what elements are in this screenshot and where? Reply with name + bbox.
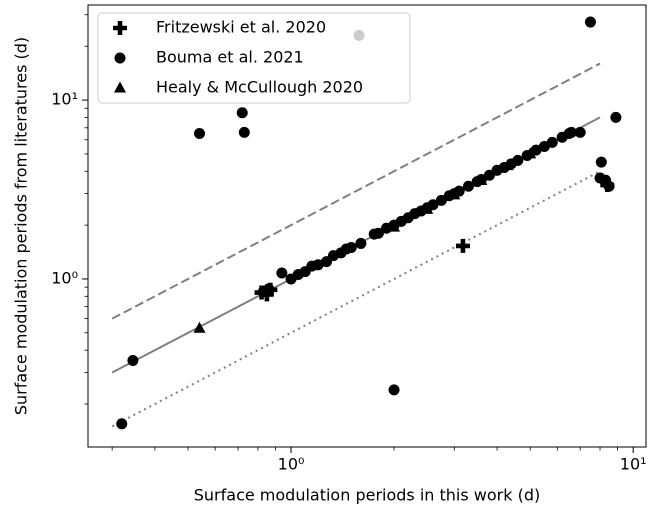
point [427, 199, 439, 211]
point [193, 128, 205, 140]
legend-marker [114, 52, 126, 64]
legend-marker [113, 21, 127, 35]
y-tick-label: 10⁰ [51, 268, 78, 287]
reference-line [111, 62, 601, 320]
point [345, 241, 357, 253]
point [448, 188, 461, 200]
x-axis-label: Surface modulation periods in this work … [194, 486, 540, 505]
reference-line [111, 170, 601, 428]
point [263, 283, 275, 295]
point [530, 144, 542, 156]
point [421, 202, 434, 214]
point [455, 238, 470, 253]
point [475, 174, 488, 186]
point [312, 259, 324, 271]
point [524, 147, 537, 159]
x-tick-label: 10¹ [620, 455, 647, 474]
legend-label: Healy & McCullough 2020 [156, 78, 363, 97]
point [565, 126, 577, 138]
point [388, 384, 400, 396]
point [238, 126, 250, 138]
point [116, 418, 128, 430]
point [236, 107, 248, 119]
legend-label: Fritzewski et al. 2020 [156, 18, 326, 37]
point [276, 267, 288, 279]
point [610, 111, 622, 123]
legend-box [97, 12, 411, 104]
plot-frame [87, 4, 647, 448]
x-tick-label: 10⁰ [278, 455, 305, 474]
legend-label: Bouma et al. 2021 [156, 48, 304, 67]
point [603, 180, 615, 192]
point [127, 355, 139, 367]
point [595, 156, 607, 168]
y-axis-label: Surface modulation periods from literatu… [12, 37, 31, 415]
point [556, 131, 568, 143]
legend-marker [114, 81, 126, 93]
point [388, 220, 401, 232]
point [372, 227, 384, 239]
y-tick-label: 10¹ [51, 90, 78, 109]
point [574, 126, 586, 138]
point [462, 180, 474, 192]
point [193, 321, 206, 333]
point [355, 237, 367, 249]
point [501, 159, 514, 171]
point [512, 154, 524, 166]
point [584, 16, 596, 28]
point [546, 136, 558, 148]
